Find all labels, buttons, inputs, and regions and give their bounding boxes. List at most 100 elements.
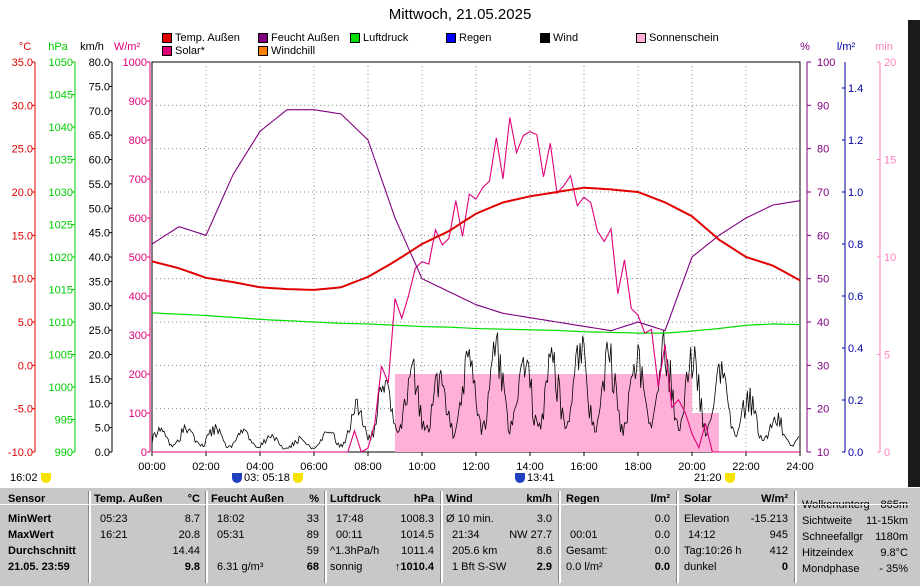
legend-label: Temp. Außen [175, 32, 240, 44]
sunrise-text: 03: 05:18 [244, 472, 290, 484]
axis-tick-label: 10.0 [89, 398, 110, 410]
axis-tick-label: 80.0 [89, 57, 110, 69]
legend-swatch [162, 46, 172, 56]
axis-tick-label: 80 [817, 144, 829, 156]
time-left-label: 16:02 [10, 472, 53, 484]
humidity-max: 89 [306, 529, 319, 541]
pressure-column: Luftdruck hPa 17:48 1008.3 00:11 1014.5 … [328, 491, 438, 583]
rain-current: 0.0 [654, 561, 670, 573]
x-tick-label: 16:00 [570, 461, 598, 473]
visibility-label: Sichtweite [802, 515, 853, 527]
axis-tick-label: 70.0 [89, 106, 110, 118]
visibility-value: 11-15km [866, 515, 908, 527]
time-left-text: 16:02 [10, 472, 38, 484]
axis-tick-label: -5.0 [14, 404, 33, 416]
wind-max-time: 21:34 [452, 529, 480, 541]
legend-label: Sonnenschein [649, 32, 719, 44]
wind-max: NW 27.7 [509, 529, 552, 541]
series-line-solar [152, 117, 800, 453]
humidity-min-time: 18:02 [217, 513, 245, 525]
humidity-column: Feucht Außen % 18:02 33 05:31 89 59 6.31… [209, 491, 323, 583]
x-tick-label: 14:00 [516, 461, 544, 473]
series-line-tempauen [151, 186, 801, 291]
series-line-feuchtauen [151, 109, 801, 332]
rain-min: 0.0 [654, 513, 670, 525]
axis-tick-label: 0.2 [848, 395, 863, 407]
sensor-column: Sensor MinWert MaxWert Durchschnitt 21.0… [6, 491, 86, 583]
axis-tick-label: 60 [817, 230, 829, 242]
axis-tick-label: 55.0 [89, 179, 110, 191]
moonphase-value: - 35% [879, 563, 908, 575]
axis-tick-label: 20.0 [12, 187, 33, 199]
axis-tick-label: 300 [129, 330, 147, 342]
temp-header: Temp. Außen [94, 493, 163, 505]
snowline-value: 1180m [875, 531, 908, 543]
axis-tick-label: 50 [817, 274, 829, 286]
solar-state: dunkel [684, 561, 717, 573]
legend-label: Solar* [175, 45, 205, 57]
axis-tick-label: 15.0 [89, 374, 110, 386]
axis-tick-label: 1005 [49, 350, 73, 362]
axis-unit: W/m² [114, 41, 141, 53]
x-tick-label: 10:00 [408, 461, 436, 473]
axis-tick-label: 20.0 [89, 350, 110, 362]
axis-tick-label: 60.0 [89, 155, 110, 167]
axis-unit: hPa [48, 41, 68, 53]
temp-max-time: 16:21 [100, 529, 128, 541]
sunshine-bar [638, 374, 665, 452]
legend-item: Feucht Außen [258, 32, 340, 44]
pressure-min: 1008.3 [400, 513, 434, 525]
x-tick-label: 06:00 [300, 461, 328, 473]
noon-label: 13:41 [515, 472, 555, 484]
axis-tick-label: 25.0 [12, 144, 33, 156]
solar-header: Solar [684, 493, 712, 505]
rain-unit: l/m² [650, 493, 670, 505]
sunset-text: 21:20 [694, 472, 722, 484]
rain-max: 0.0 [654, 529, 670, 541]
solar-daylength: Tag:10:26 h [684, 545, 742, 557]
axis-tick-label: 100 [817, 57, 835, 69]
axis-tick-label: 50.0 [89, 203, 110, 215]
row-min-label: MinWert [8, 513, 52, 525]
sunshine-bar [422, 374, 449, 452]
window-edge [908, 20, 920, 490]
pressure-max-time: 00:11 [336, 529, 363, 541]
legend-label: Luftdruck [363, 32, 409, 44]
sun-icon [40, 473, 51, 484]
solar-max: 945 [769, 529, 788, 541]
axis-tick-label: 1015 [49, 285, 73, 297]
rain-sum: 0.0 l/m² [566, 561, 603, 573]
cloudbase-label: Wolkenunterg [802, 499, 870, 511]
temp-min-time: 05:23 [100, 513, 128, 525]
axis-tick-label: 30.0 [12, 100, 33, 112]
axis-tick-label: 45.0 [89, 228, 110, 240]
axis-tick-label: 1040 [49, 122, 73, 134]
axis-tick-label: 990 [55, 447, 73, 459]
wind-avg: 3.0 [536, 513, 552, 525]
axis-tick-label: 1025 [49, 220, 73, 232]
sunrise-label: 03: 05:18 [232, 472, 305, 484]
legend-label: Feucht Außen [271, 32, 340, 44]
legend-swatch [540, 33, 550, 43]
humidity-unit: % [309, 493, 319, 505]
row-avg-label: Durchschnitt [8, 545, 76, 557]
x-tick-label: 02:00 [192, 461, 220, 473]
chart-title: Mittwoch, 21.05.2025 [388, 6, 532, 23]
legend-swatch [258, 33, 268, 43]
axis-tick-label: 0 [884, 447, 890, 459]
solar-elevation: -15.213 [750, 513, 788, 525]
humidity-abs: 6.31 g/m³ [217, 561, 264, 573]
rain-total-label: Gesamt: [566, 545, 608, 557]
wind-unit: km/h [526, 493, 552, 505]
axis-tick-label: 65.0 [89, 130, 110, 142]
axis-tick-label: 70 [817, 187, 829, 199]
humidity-current: 68 [306, 561, 319, 573]
legend-item: Windchill [258, 45, 315, 57]
temp-max: 20.8 [178, 529, 200, 541]
legend-item: Sonnenschein [636, 32, 719, 44]
weather-chart: °C hPa km/h W/m²% l/m² min 35.0 30.0 25.0 20.0 15.… [8, 41, 896, 473]
snowline-label: Schneefallgr [802, 531, 864, 543]
moonphase-label: Mondphase [802, 563, 860, 575]
wind-header: Wind [446, 493, 473, 505]
axis-tick-label: 40.0 [89, 252, 110, 264]
